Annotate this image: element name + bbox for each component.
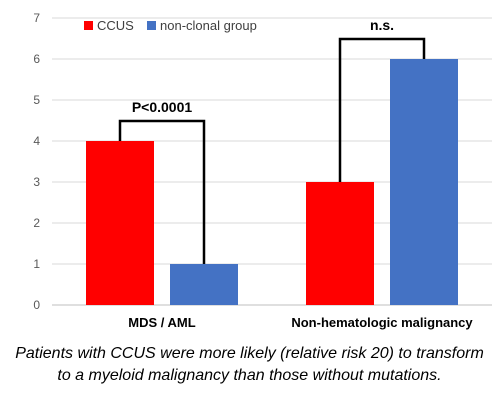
bar-ccus: [306, 182, 374, 305]
bar-ccus: [86, 141, 154, 305]
legend-label: non-clonal group: [160, 18, 257, 33]
legend-swatch: [84, 21, 93, 30]
y-tick-label: 5: [33, 93, 40, 107]
y-axis-ticks: 0 1 2 3 4 5 6 7: [33, 11, 40, 312]
x-category-label: Non-hematologic malignancy: [291, 315, 473, 330]
significance-bracket: [118, 119, 206, 264]
y-tick-label: 0: [33, 298, 40, 312]
significance-label: P<0.0001: [132, 99, 193, 115]
legend-label: CCUS: [97, 18, 134, 33]
bar-non-clonal-group: [390, 59, 458, 305]
y-tick-label: 7: [33, 11, 40, 25]
significance-brackets: P<0.0001 n.s.: [118, 17, 426, 264]
y-tick-label: 6: [33, 52, 40, 66]
y-tick-label: 3: [33, 175, 40, 189]
legend: CCUS non-clonal group: [84, 18, 257, 33]
y-tick-label: 1: [33, 257, 40, 271]
x-category-label: MDS / AML: [128, 315, 195, 330]
caption-line-1: Patients with CCUS were more likely (rel…: [15, 345, 484, 362]
bars: [86, 59, 458, 305]
bar-chart: 0 1 2 3 4 5 6 7 P<0.0001 n.s. MDS / AML Non-hemat…: [33, 11, 492, 330]
x-axis-categories: MDS / AML Non-hematologic malignancy: [128, 315, 473, 330]
significance-bracket: [338, 37, 426, 182]
legend-swatch: [147, 21, 156, 30]
bar-non-clonal-group: [170, 264, 238, 305]
caption-line-2: to a myeloid malignancy than those witho…: [57, 367, 442, 384]
significance-label: n.s.: [370, 17, 394, 33]
caption: Patients with CCUS were more likely (rel…: [0, 343, 499, 387]
y-tick-label: 4: [33, 134, 40, 148]
y-tick-label: 2: [33, 216, 40, 230]
